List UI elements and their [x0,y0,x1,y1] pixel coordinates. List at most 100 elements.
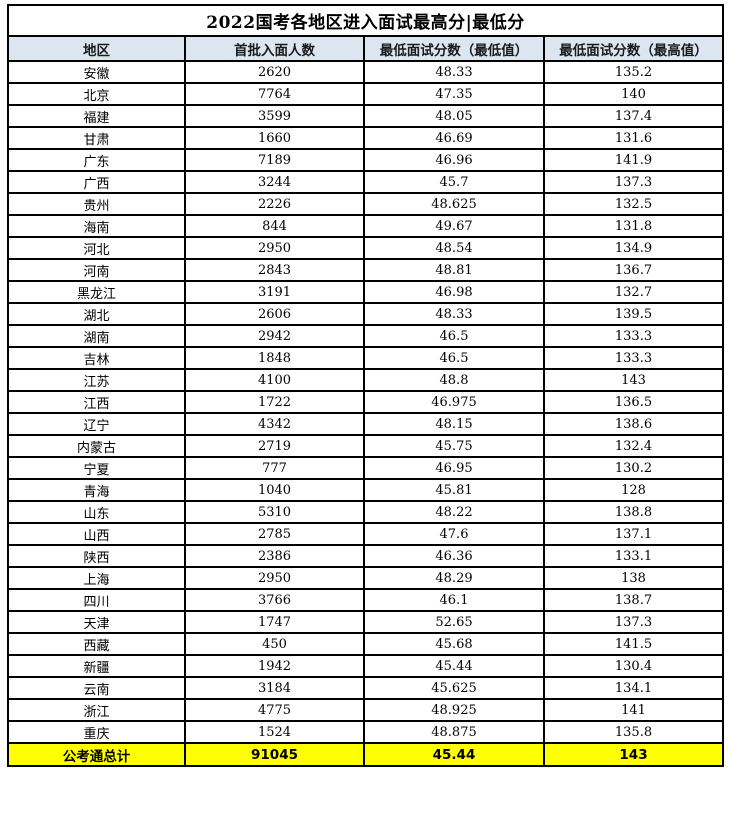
max-score-cell: 137.3 [543,170,724,194]
count-cell: 844 [184,214,365,238]
min-score-cell: 48.33 [363,302,545,326]
count-cell: 4342 [184,412,365,436]
column-header-region: 地区 [7,35,186,62]
min-score-cell: 46.1 [363,588,545,612]
max-score-cell: 138.6 [543,412,724,436]
count-cell: 3191 [184,280,365,304]
region-cell: 江西 [7,390,186,414]
table-row: 贵州 2226 48.625 132.5 [7,192,724,216]
region-cell: 新疆 [7,654,186,678]
region-cell: 青海 [7,478,186,502]
table-body: 安徽 2620 48.33 135.2 北京 7764 47.35 140 福建 3599 48.0… [7,60,724,744]
min-score-cell: 46.5 [363,324,545,348]
title-row: 2022国考各地区进入面试最高分|最低分 [7,4,724,37]
column-header-count: 首批入面人数 [184,35,365,62]
total-max-score: 143 [543,742,724,767]
min-score-cell: 48.625 [363,192,545,216]
min-score-cell: 46.98 [363,280,545,304]
count-cell: 5310 [184,500,365,524]
max-score-cell: 130.2 [543,456,724,480]
min-score-cell: 45.7 [363,170,545,194]
column-header-min-score: 最低面试分数（最低值） [363,35,545,62]
min-score-cell: 46.36 [363,544,545,568]
region-cell: 宁夏 [7,456,186,480]
count-cell: 7764 [184,82,365,106]
count-cell: 4775 [184,698,365,722]
count-cell: 1040 [184,478,365,502]
count-cell: 1722 [184,390,365,414]
max-score-cell: 132.7 [543,280,724,304]
region-cell: 上海 [7,566,186,590]
min-score-cell: 45.625 [363,676,545,700]
count-cell: 2950 [184,236,365,260]
min-score-cell: 48.33 [363,60,545,84]
region-cell: 黑龙江 [7,280,186,304]
region-cell: 广东 [7,148,186,172]
min-score-cell: 48.22 [363,500,545,524]
table-row: 西藏 450 45.68 141.5 [7,632,724,656]
region-cell: 河北 [7,236,186,260]
table-row: 甘肃 1660 46.69 131.6 [7,126,724,150]
table-row: 青海 1040 45.81 128 [7,478,724,502]
count-cell: 1848 [184,346,365,370]
count-cell: 777 [184,456,365,480]
count-cell: 2785 [184,522,365,546]
min-score-cell: 48.8 [363,368,545,392]
max-score-cell: 134.9 [543,236,724,260]
page-title: 2022国考各地区进入面试最高分|最低分 [7,4,724,37]
total-min-score: 45.44 [363,742,545,767]
min-score-cell: 47.6 [363,522,545,546]
region-cell: 四川 [7,588,186,612]
count-cell: 2719 [184,434,365,458]
region-cell: 安徽 [7,60,186,84]
count-cell: 450 [184,632,365,656]
region-cell: 河南 [7,258,186,282]
region-cell: 甘肃 [7,126,186,150]
min-score-cell: 48.875 [363,720,545,744]
min-score-cell: 48.29 [363,566,545,590]
max-score-cell: 133.3 [543,324,724,348]
max-score-cell: 133.3 [543,346,724,370]
region-cell: 吉林 [7,346,186,370]
total-label: 公考通总计 [7,742,186,767]
table-row: 云南 3184 45.625 134.1 [7,676,724,700]
table-row: 江西 1722 46.975 136.5 [7,390,724,414]
table-row: 内蒙古 2719 45.75 132.4 [7,434,724,458]
max-score-cell: 128 [543,478,724,502]
min-score-cell: 48.05 [363,104,545,128]
max-score-cell: 131.6 [543,126,724,150]
max-score-cell: 141 [543,698,724,722]
count-cell: 1747 [184,610,365,634]
min-score-cell: 48.81 [363,258,545,282]
min-score-cell: 49.67 [363,214,545,238]
count-cell: 3244 [184,170,365,194]
table-row: 天津 1747 52.65 137.3 [7,610,724,634]
max-score-cell: 141.9 [543,148,724,172]
total-count: 91045 [184,742,365,767]
count-cell: 2606 [184,302,365,326]
region-cell: 北京 [7,82,186,106]
table-row: 广东 7189 46.96 141.9 [7,148,724,172]
max-score-cell: 133.1 [543,544,724,568]
max-score-cell: 138 [543,566,724,590]
table-row: 重庆 1524 48.875 135.8 [7,720,724,744]
table-row: 吉林 1848 46.5 133.3 [7,346,724,370]
max-score-cell: 137.1 [543,522,724,546]
region-cell: 内蒙古 [7,434,186,458]
count-cell: 7189 [184,148,365,172]
region-cell: 广西 [7,170,186,194]
region-cell: 海南 [7,214,186,238]
min-score-cell: 46.5 [363,346,545,370]
max-score-cell: 138.7 [543,588,724,612]
count-cell: 1660 [184,126,365,150]
count-cell: 1524 [184,720,365,744]
region-cell: 天津 [7,610,186,634]
table-row: 宁夏 777 46.95 130.2 [7,456,724,480]
count-cell: 1942 [184,654,365,678]
max-score-cell: 132.5 [543,192,724,216]
count-cell: 4100 [184,368,365,392]
max-score-cell: 130.4 [543,654,724,678]
min-score-cell: 47.35 [363,82,545,106]
max-score-cell: 140 [543,82,724,106]
